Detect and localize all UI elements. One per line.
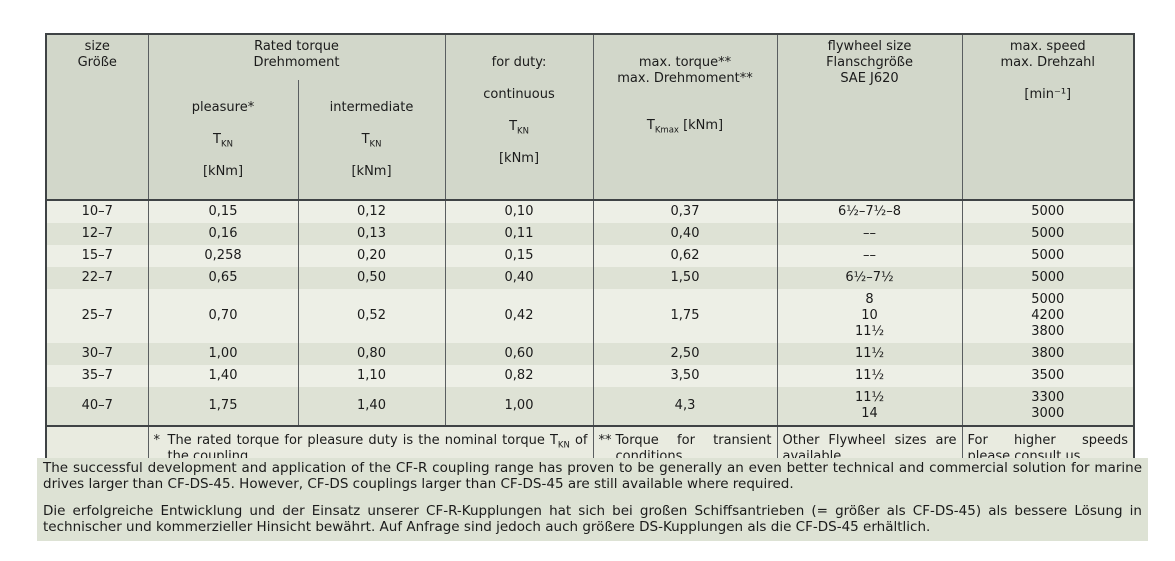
header-intermediate-symbol: TKN [361, 132, 382, 150]
cell-size: 12–7 [45, 223, 149, 245]
header-max-speed: max. speed max. Drehzahl [min⁻¹] [961, 34, 1135, 201]
cell-size: 40–7 [45, 387, 149, 426]
cell-pleasure-torque: 1,00 [147, 343, 299, 365]
cell-continuous-torque: 0,40 [444, 267, 594, 289]
cell-max-speed: 3800 [961, 343, 1135, 365]
header-for-duty-unit: [kNm] [498, 151, 540, 166]
coupling-spec-table-wrap: size Größe Rated torque Drehmoment for d… [45, 33, 1136, 521]
cell-max-torque: 0,40 [592, 223, 778, 245]
header-intermediate-label: intermediate [329, 100, 414, 115]
cell-size: 10–7 [45, 200, 149, 223]
cell-continuous-torque: 0,11 [444, 223, 594, 245]
cell-intermediate-torque: 1,10 [297, 365, 446, 387]
cell-intermediate-torque: 0,80 [297, 343, 446, 365]
header-rated-torque: Rated torque Drehmoment [147, 34, 446, 80]
table-row: 30–7 1,00 0,80 0,60 2,50 11½ 3800 [45, 343, 1135, 365]
coupling-spec-table: size Größe Rated torque Drehmoment for d… [45, 33, 1136, 521]
cell-max-speed: 3500 [961, 365, 1135, 387]
header-max-torque-label: max. torque** max. Drehmoment** [617, 55, 753, 86]
cell-flywheel-size: 11½ [776, 343, 963, 365]
table-head: size Größe Rated torque Drehmoment for d… [45, 34, 1135, 201]
table-row: 35–7 1,40 1,10 0,82 3,50 11½ 3500 [45, 365, 1135, 387]
note-paragraph-de: Die erfolgreiche Entwicklung und der Ein… [43, 503, 1142, 535]
table-row: 15–7 0,258 0,20 0,15 0,62 –– 5000 [45, 245, 1135, 267]
cell-continuous-torque: 0,15 [444, 245, 594, 267]
header-pleasure-unit: [kNm] [202, 164, 244, 179]
cell-flywheel-size: –– [776, 223, 963, 245]
cell-max-speed: 5000 [961, 245, 1135, 267]
cell-max-speed: 5000 4200 3800 [961, 289, 1135, 343]
cell-max-torque: 0,62 [592, 245, 778, 267]
cell-max-speed: 5000 [961, 267, 1135, 289]
cell-intermediate-torque: 0,20 [297, 245, 446, 267]
cell-pleasure-torque: 0,16 [147, 223, 299, 245]
header-for-duty: for duty: continuous TKN [kNm] [444, 34, 594, 201]
cell-size: 22–7 [45, 267, 149, 289]
header-pleasure-label: pleasure* [191, 100, 255, 115]
header-row-2: pleasure* TKN [kNm] intermediate TKN [kN… [46, 80, 1134, 201]
header-intermediate-unit: [kNm] [351, 164, 392, 179]
cell-pleasure-torque: 0,258 [147, 245, 299, 267]
cell-size: 15–7 [45, 245, 149, 267]
cell-size: 35–7 [45, 365, 149, 387]
cell-pleasure-torque: 1,40 [147, 365, 299, 387]
cell-size: 25–7 [45, 289, 149, 343]
bottom-note-block: The successful development and applicati… [37, 458, 1148, 541]
cell-size: 30–7 [45, 343, 149, 365]
cell-intermediate-torque: 0,13 [297, 223, 446, 245]
header-flywheel-size: flywheel size Flanschgröße SAE J620 [776, 34, 963, 201]
header-size: size Größe [45, 34, 149, 201]
cell-pleasure-torque: 0,65 [147, 267, 299, 289]
cell-intermediate-torque: 0,52 [297, 289, 446, 343]
cell-pleasure-torque: 0,70 [147, 289, 299, 343]
cell-flywheel-size: –– [776, 245, 963, 267]
cell-max-torque: 1,50 [592, 267, 778, 289]
note-paragraph-en: The successful development and applicati… [43, 460, 1142, 492]
table-row: 10–7 0,15 0,12 0,10 0,37 6½–7½–8 5000 [45, 200, 1135, 223]
header-max-torque: max. torque** max. Drehmoment** TKmax [k… [592, 34, 778, 201]
header-for-duty-label: for duty: continuous [483, 55, 555, 102]
cell-pleasure-torque: 1,75 [147, 387, 299, 426]
cell-continuous-torque: 0,82 [444, 365, 594, 387]
cell-pleasure-torque: 0,15 [147, 200, 299, 223]
cell-continuous-torque: 0,60 [444, 343, 594, 365]
table-row: 12–7 0,16 0,13 0,11 0,40 –– 5000 [45, 223, 1135, 245]
cell-intermediate-torque: 0,50 [297, 267, 446, 289]
cell-max-speed: 5000 [961, 223, 1135, 245]
cell-max-torque: 3,50 [592, 365, 778, 387]
cell-max-torque: 4,3 [592, 387, 778, 426]
cell-intermediate-torque: 0,12 [297, 200, 446, 223]
header-for-duty-symbol: TKN [509, 119, 529, 137]
cell-max-torque: 1,75 [592, 289, 778, 343]
cell-max-torque: 2,50 [592, 343, 778, 365]
cell-continuous-torque: 1,00 [444, 387, 594, 426]
cell-continuous-torque: 0,42 [444, 289, 594, 343]
table-row: 40–7 1,75 1,40 1,00 4,3 11½ 14 3300 3000 [45, 387, 1135, 426]
cell-max-speed: 5000 [961, 200, 1135, 223]
header-intermediate: intermediate TKN [kNm] [297, 80, 446, 201]
cell-continuous-torque: 0,10 [444, 200, 594, 223]
cell-max-speed: 3300 3000 [961, 387, 1135, 426]
table-body: 10–7 0,15 0,12 0,10 0,37 6½–7½–8 5000 12… [45, 200, 1135, 426]
header-max-torque-symbol: TKmax [kNm] [646, 118, 724, 136]
cell-intermediate-torque: 1,40 [297, 387, 446, 426]
cell-max-torque: 0,37 [592, 200, 778, 223]
table-row: 25–7 0,70 0,52 0,42 1,75 8 10 11½ 5000 4… [45, 289, 1135, 343]
cell-flywheel-size: 6½–7½ [776, 267, 963, 289]
header-pleasure-symbol: TKN [213, 132, 233, 150]
cell-flywheel-size: 6½–7½–8 [776, 200, 963, 223]
cell-flywheel-size: 8 10 11½ [776, 289, 963, 343]
header-pleasure: pleasure* TKN [kNm] [147, 80, 299, 201]
table-row: 22–7 0,65 0,50 0,40 1,50 6½–7½ 5000 [45, 267, 1135, 289]
cell-flywheel-size: 11½ 14 [776, 387, 963, 426]
header-row-1: size Größe Rated torque Drehmoment for d… [45, 34, 1135, 201]
cell-flywheel-size: 11½ [776, 365, 963, 387]
